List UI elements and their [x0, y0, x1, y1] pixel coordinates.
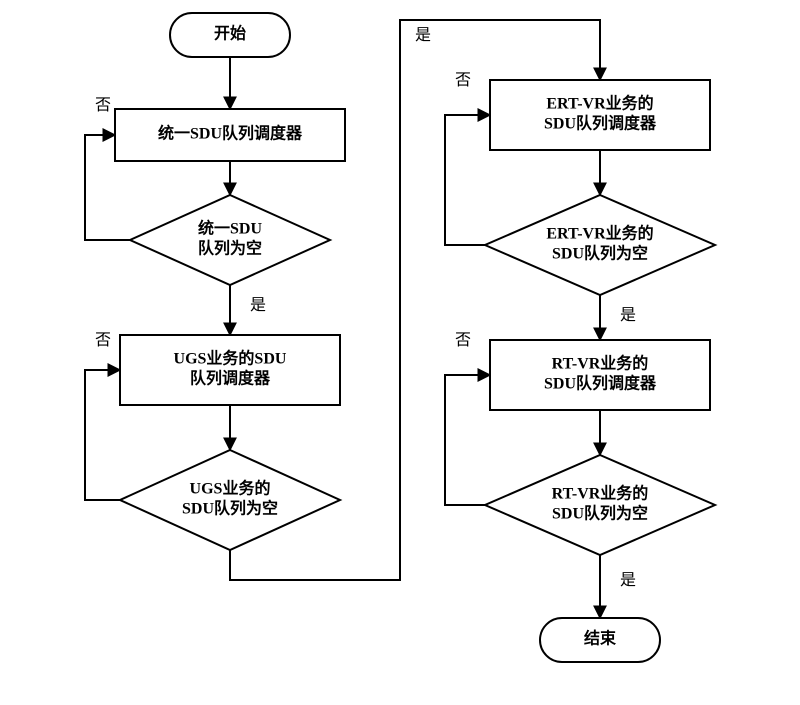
svg-text:统一SDU: 统一SDU: [198, 219, 262, 238]
svg-text:队列调度器: 队列调度器: [190, 369, 271, 388]
svg-text:SDU队列调度器: SDU队列调度器: [544, 114, 657, 133]
svg-text:统一SDU队列调度器: 统一SDU队列调度器: [158, 124, 303, 143]
svg-text:SDU队列为空: SDU队列为空: [182, 499, 278, 518]
svg-text:ERT-VR业务的: ERT-VR业务的: [546, 94, 653, 113]
edge-label: 是: [620, 307, 636, 324]
edge: [85, 370, 120, 500]
edge-label: 是: [415, 27, 431, 44]
svg-text:开始: 开始: [214, 24, 246, 43]
edge: [445, 115, 490, 245]
edge-label: 否: [95, 332, 111, 349]
svg-text:SDU队列为空: SDU队列为空: [552, 244, 648, 263]
svg-text:UGS业务的: UGS业务的: [190, 479, 271, 498]
svg-text:结束: 结束: [583, 629, 617, 648]
edge-label: 否: [455, 72, 471, 89]
svg-text:RT-VR业务的: RT-VR业务的: [552, 484, 649, 503]
svg-text:RT-VR业务的: RT-VR业务的: [552, 354, 649, 373]
svg-text:SDU队列为空: SDU队列为空: [552, 504, 648, 523]
edge: [445, 375, 490, 505]
svg-text:SDU队列调度器: SDU队列调度器: [544, 374, 657, 393]
svg-text:ERT-VR业务的: ERT-VR业务的: [546, 224, 653, 243]
svg-text:队列为空: 队列为空: [198, 239, 262, 258]
edge-label: 是: [250, 297, 266, 314]
edge-label: 否: [95, 97, 111, 114]
svg-text:UGS业务的SDU: UGS业务的SDU: [174, 349, 287, 368]
edge-label: 否: [455, 332, 471, 349]
edge-label: 是: [620, 572, 636, 589]
